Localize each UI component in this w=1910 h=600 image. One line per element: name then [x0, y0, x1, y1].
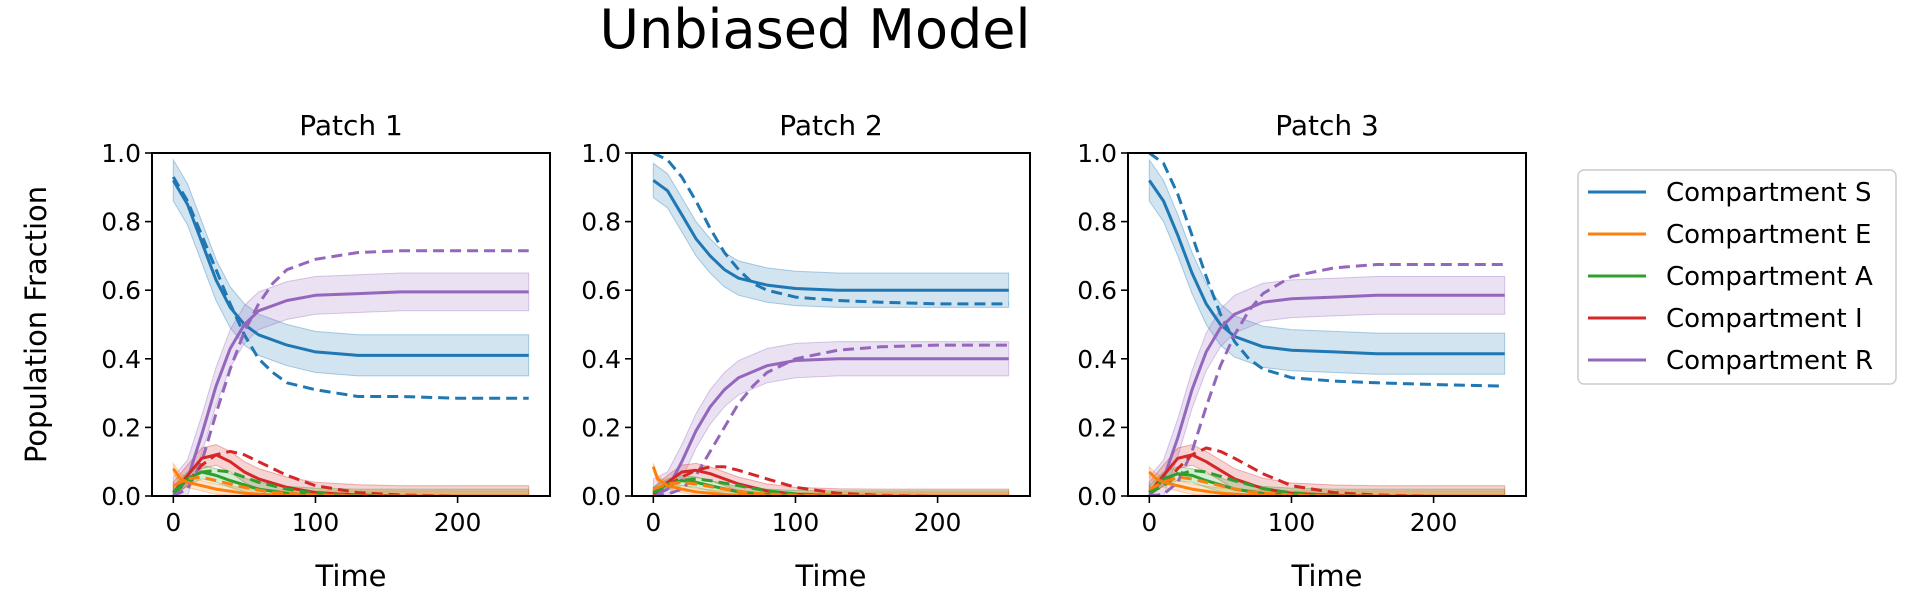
y-axis-label: Population Fraction	[19, 186, 53, 463]
series-S-dashed-1	[652, 153, 1009, 306]
series-R-solid-1	[652, 357, 1009, 496]
x-tick-label: 200	[434, 508, 482, 537]
x-axis-label: Time	[795, 559, 867, 593]
x-tick-label: 200	[1410, 508, 1458, 537]
legend-label-R: Compartment R	[1666, 346, 1873, 376]
plot-panel-1: 0.0 0.2 0.4 0.6 0.8 1.0 0 100 200 Patch 1 Time Popu…	[19, 109, 551, 593]
x-tick-label: 100	[1268, 508, 1316, 537]
series-I-dashed-2	[1148, 446, 1505, 496]
band-S-0	[652, 162, 1010, 308]
y-tick-label: 1.0	[1077, 139, 1117, 168]
band-S-0	[172, 158, 530, 377]
series-R-solid-0	[172, 290, 529, 496]
x-tick-label: 200	[914, 508, 962, 537]
x-axis-label: Time	[315, 559, 387, 593]
series-S-solid-1	[652, 179, 1009, 292]
y-tick-label: 0.2	[1077, 413, 1117, 442]
plot-panel-3: 0.0 0.2 0.4 0.6 0.8 1.0 0 100 200 Patch 3 Time	[1077, 109, 1527, 593]
x-tick-label: 100	[772, 508, 820, 537]
y-tick-label: 0.8	[581, 208, 621, 237]
y-tick-label: 0.0	[1077, 482, 1117, 511]
y-tick-label: 0.4	[101, 345, 141, 374]
series-R-solid-2	[1148, 293, 1505, 496]
y-tick-label: 0.4	[1077, 345, 1117, 374]
series-S-solid-0	[172, 179, 529, 357]
series-S-dashed-0	[172, 176, 529, 400]
x-tick-label: 100	[292, 508, 340, 537]
plot-panel-2: 0.0 0.2 0.4 0.6 0.8 1.0 0 100 200 Patch 2 Time	[581, 109, 1031, 593]
x-tick-label: 0	[165, 508, 181, 537]
axes-frame	[151, 152, 551, 497]
y-tick-label: 0.2	[101, 413, 141, 442]
series-R-dashed-2	[1149, 263, 1505, 496]
plot-panels: 0.0 0.2 0.4 0.6 0.8 1.0 0 100 200 Patch 1 Time Popu…	[19, 109, 1527, 593]
axes-frame	[631, 152, 1031, 497]
y-tick-label: 0.6	[101, 276, 141, 305]
legend-box	[1577, 169, 1897, 385]
axes-frame	[1127, 152, 1527, 497]
y-tick-label: 0.0	[581, 482, 621, 511]
legend-label-A: Compartment A	[1666, 262, 1873, 292]
series-R-dashed-0	[172, 249, 529, 496]
y-tick-label: 0.2	[581, 413, 621, 442]
panel-title: Patch 1	[299, 109, 403, 142]
y-tick-label: 0.4	[581, 345, 621, 374]
y-tick-label: 1.0	[581, 139, 621, 168]
x-tick-label: 0	[645, 508, 661, 537]
panel-title: Patch 2	[779, 109, 883, 142]
figure-title: Unbiased Model	[599, 0, 1030, 61]
x-axis-label: Time	[1291, 559, 1363, 593]
y-tick-label: 0.6	[581, 276, 621, 305]
band-R-2	[172, 272, 530, 496]
y-tick-label: 1.0	[101, 139, 141, 168]
series-I-dashed-1	[652, 465, 1009, 496]
legend: Compartment S Compartment E Compartment A C…	[1577, 169, 1897, 385]
x-tick-label: 0	[1141, 508, 1157, 537]
band-I-4	[1148, 444, 1506, 496]
legend-label-S: Compartment S	[1666, 178, 1871, 208]
legend-label-I: Compartment I	[1666, 304, 1863, 334]
panel-title: Patch 3	[1275, 109, 1379, 142]
band-R-2	[652, 341, 1010, 496]
series-R-dashed-1	[653, 343, 1009, 496]
y-tick-label: 0.8	[1077, 208, 1117, 237]
y-tick-label: 0.8	[101, 208, 141, 237]
series-I-dashed-0	[172, 449, 529, 496]
y-tick-label: 0.6	[1077, 276, 1117, 305]
legend-label-E: Compartment E	[1666, 220, 1871, 250]
y-tick-label: 0.0	[101, 482, 141, 511]
series-S-dashed-2	[1148, 153, 1505, 388]
